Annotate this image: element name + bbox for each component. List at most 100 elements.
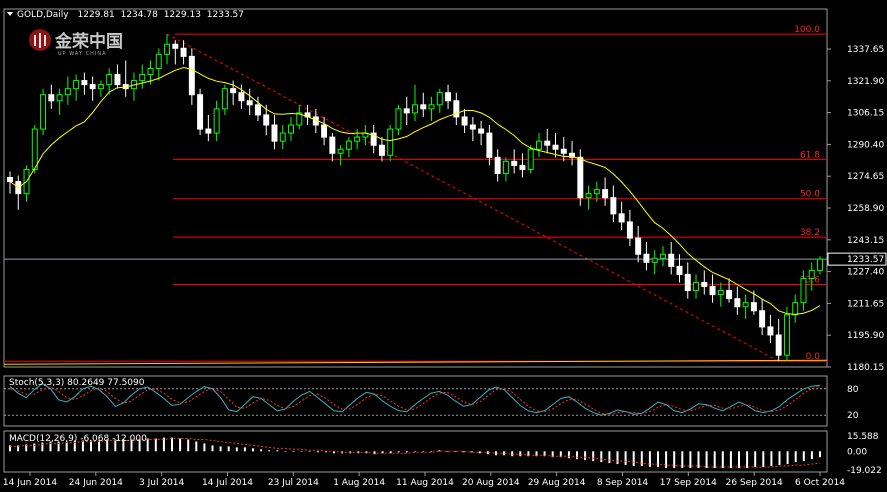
candle-body — [552, 144, 559, 150]
fib-level-label: 50.0 — [800, 190, 820, 200]
x-tick-label: 14 Jul 2014 — [202, 478, 253, 488]
candle-body — [693, 282, 700, 292]
candle-body — [767, 326, 774, 336]
macd-signal-line — [10, 438, 821, 468]
candle-body — [511, 160, 518, 166]
price-plot: 1337.65 1321.90 1306.15 1290.40 1274.65 1258.… — [3, 25, 887, 373]
candle-body — [635, 237, 642, 255]
macd-histogram-bar — [106, 439, 109, 452]
macd-histogram-bar — [657, 451, 659, 468]
macd-histogram-bar — [316, 451, 319, 453]
price-tick-label: 1180.15 — [847, 363, 884, 373]
header-close: 1233.57 — [207, 10, 244, 20]
header-dropdown-icon[interactable] — [7, 12, 13, 16]
stoch-tick-label: 20 — [847, 411, 859, 421]
candle-body — [610, 197, 617, 215]
candle-body — [420, 104, 427, 110]
macd-histogram-bar — [665, 451, 668, 469]
moving-average-line — [9, 66, 821, 315]
price-tick-label: 1258.90 — [847, 204, 884, 214]
macd-histogram-bar — [802, 451, 805, 462]
macd-histogram-bar — [333, 451, 335, 454]
macd-histogram-bar — [673, 451, 676, 469]
candle-body — [64, 88, 71, 96]
candle-body — [478, 128, 485, 134]
candle-body — [569, 152, 576, 158]
macd-histogram-bar — [503, 451, 506, 456]
macd-histogram-bar — [778, 451, 781, 466]
macd-tick-label: 0.00 — [847, 447, 867, 457]
macd-histogram-bar — [195, 441, 198, 452]
x-axis: 14 Jun 2014 24 Jun 2014 3 Jul 2014 14 Jul 2… — [3, 472, 845, 488]
macd-histogram-bar — [632, 451, 635, 467]
candle-body — [271, 124, 278, 142]
macd-histogram-bar — [495, 451, 497, 456]
macd-histogram-bar — [535, 451, 538, 457]
candle-body — [31, 128, 38, 170]
macd-histogram-bar — [681, 451, 684, 469]
candle-body — [155, 53, 162, 69]
candle-body — [81, 80, 88, 86]
macd-histogram-bar — [81, 440, 84, 452]
candle-body — [164, 43, 171, 55]
candle-body — [329, 136, 336, 154]
macd-histogram-bar — [17, 445, 20, 452]
candle-body — [114, 74, 121, 86]
macd-histogram-bar — [478, 451, 481, 454]
candle-body — [651, 257, 658, 263]
macd-histogram-bar — [422, 451, 425, 452]
macd-histogram-bar — [746, 451, 749, 469]
macd-histogram-bar — [235, 447, 238, 452]
x-tick-label: 17 Sep 2014 — [660, 478, 717, 488]
candle-body — [213, 108, 220, 134]
macd-histogram-bar — [624, 451, 627, 466]
candle-body — [626, 221, 633, 239]
candle-body — [618, 213, 625, 223]
price-tick-label: 1195.90 — [847, 331, 884, 341]
macd-histogram-bar — [405, 451, 408, 453]
macd-histogram-bar — [57, 441, 60, 452]
x-tick-label: 29 Aug 2014 — [528, 478, 586, 488]
candle-body — [395, 108, 402, 130]
current-price-label: 1233.57 — [847, 255, 884, 265]
candle-body — [502, 160, 509, 174]
macd-histogram-bar — [179, 438, 182, 452]
macd-histogram-bar — [567, 451, 570, 459]
macd-histogram-bar — [616, 451, 619, 465]
candle-body — [180, 47, 187, 57]
macd-histogram-bar — [689, 451, 692, 469]
candle-body — [205, 128, 212, 134]
macd-histogram-bar — [284, 451, 287, 452]
macd-histogram-bar — [810, 451, 813, 460]
macd-histogram-bar — [90, 440, 92, 452]
macd-histogram-bar — [576, 451, 578, 460]
macd-histogram-bar — [122, 439, 125, 452]
macd-histogram-bar — [592, 451, 595, 462]
macd-histogram-bar — [454, 451, 457, 452]
macd-histogram-bar — [640, 451, 643, 467]
candle-body — [345, 140, 352, 150]
x-tick-label: 26 Sep 2014 — [726, 478, 783, 488]
logo-tagline: UP WAY CHINA — [58, 51, 107, 57]
candle-body — [445, 92, 452, 102]
candle-body — [89, 84, 96, 90]
candle-body — [734, 298, 741, 308]
header-low: 1229.13 — [164, 10, 201, 20]
fib-level-label: 100.0 — [794, 25, 820, 35]
macd-histogram-bar — [73, 440, 76, 452]
macd-histogram-bar — [697, 451, 700, 469]
candle-body — [321, 124, 328, 138]
macd-plot: 15.588 0.00 -19.022 — [9, 432, 882, 476]
candle-body — [246, 100, 253, 106]
candle-body — [659, 253, 666, 259]
macd-histogram-bar — [770, 451, 773, 467]
macd-histogram-bar — [114, 439, 117, 452]
macd-histogram-bar — [227, 446, 230, 452]
macd-histogram-bar — [146, 438, 149, 452]
candle-body — [221, 88, 228, 110]
macd-histogram-bar — [276, 450, 279, 452]
price-tick-label: 1211.65 — [847, 299, 884, 309]
candle-body — [188, 55, 195, 96]
candle-body — [792, 302, 799, 316]
